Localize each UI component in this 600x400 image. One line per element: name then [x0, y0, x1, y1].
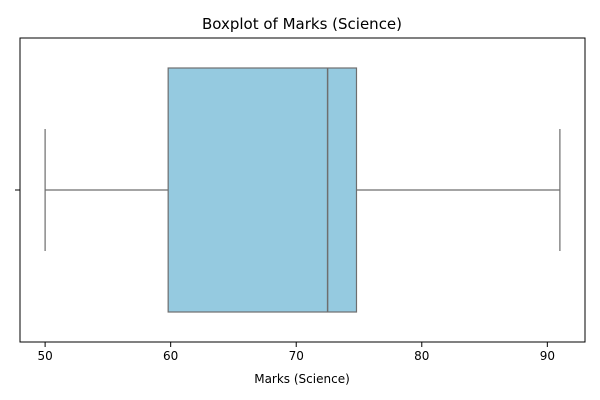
chart-title: Boxplot of Marks (Science): [202, 15, 402, 33]
whiskers-group: [44, 129, 561, 251]
x-tick-label: 70: [289, 349, 304, 363]
x-tick-label: 60: [163, 349, 178, 363]
x-tick-label: 80: [414, 349, 429, 363]
interquartile-box: [167, 67, 358, 313]
box-group: [167, 67, 358, 313]
x-axis-ticks: 50 60 70 80 90: [37, 342, 555, 363]
x-axis-label: Marks (Science): [254, 372, 350, 386]
x-tick-label: 50: [37, 349, 52, 363]
x-tick-label: 90: [540, 349, 555, 363]
